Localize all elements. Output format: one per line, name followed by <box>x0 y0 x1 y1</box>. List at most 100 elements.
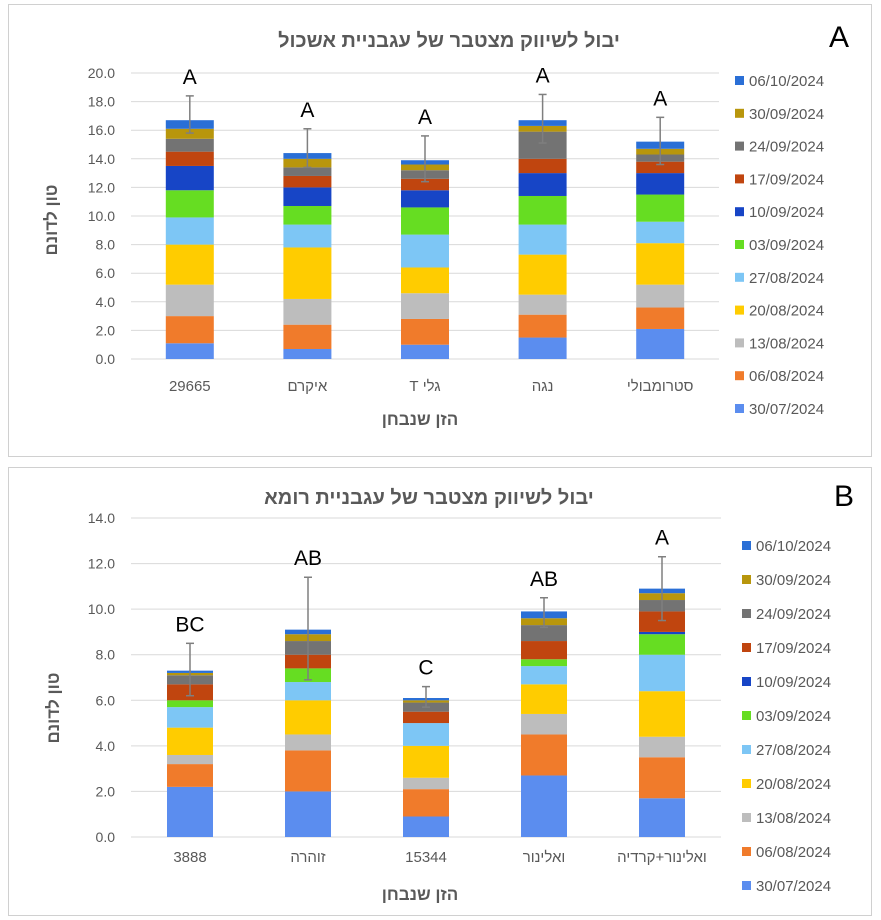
chart-a-legend-swatch <box>735 272 744 282</box>
chart-a-significance-label: A <box>183 66 197 89</box>
chart-a-category-label: 29665 <box>169 378 211 395</box>
chart-b-significance-label: BC <box>175 613 204 636</box>
chart-a-ytick-label: 18.0 <box>88 94 115 110</box>
chart-a-bar-segment <box>165 190 214 218</box>
chart-a-bar-segment <box>283 167 332 176</box>
chart-a-legend-swatch <box>735 174 744 184</box>
chart-b-category-label: 15344 <box>405 849 447 866</box>
chart-b-bar-segment <box>403 816 449 837</box>
chart-a-bar-segment <box>636 161 685 174</box>
chart-b-legend-swatch <box>742 643 751 652</box>
chart-a-bar-segment <box>283 205 332 225</box>
chart-a-significance-label: A <box>418 106 432 129</box>
chart-b-bar-segment <box>521 659 567 667</box>
chart-a-ytick-label: 20.0 <box>88 65 115 81</box>
chart-b-legend-swatch <box>742 847 751 856</box>
chart-a-significance-label: A <box>536 64 550 87</box>
chart-a-ytick-label: 4.0 <box>96 294 116 310</box>
chart-a-bar-segment <box>401 344 449 359</box>
chart-a-bar-segment <box>401 267 449 294</box>
chart-a-legend-swatch <box>735 141 744 151</box>
chart-a-bar-segment <box>165 244 214 285</box>
chart-b-legend-swatch <box>742 813 751 822</box>
chart-a-bar-segment <box>401 293 449 319</box>
chart-b-legend-label: 27/08/2024 <box>756 742 831 759</box>
chart-b-bar-segment <box>167 764 213 787</box>
chart-b-legend-swatch <box>742 745 751 754</box>
chart-b-legend-label: 30/09/2024 <box>756 572 831 589</box>
chart-a-bar-segment <box>283 298 332 325</box>
chart-a-legend-label: 30/09/2024 <box>749 106 824 123</box>
chart-a-ytick-label: 12.0 <box>88 179 115 195</box>
chart-a-legend-label: 30/07/2024 <box>749 401 824 418</box>
chart-a-bar-segment <box>283 175 332 188</box>
chart-a-bar-segment <box>518 195 567 225</box>
chart-b-bar-segment <box>521 713 567 735</box>
chart-b-bar-segment <box>403 777 449 790</box>
chart-a-bar-segment <box>518 224 567 255</box>
chart-b-bar-segment <box>285 750 331 792</box>
chart-a-bar-segment <box>518 314 567 338</box>
chart-a-legend-label: 27/08/2024 <box>749 270 824 287</box>
chart-a-bar-segment <box>636 173 685 195</box>
chart-b-bar-segment <box>167 700 213 708</box>
chart-b-legend-label: 13/08/2024 <box>756 810 831 827</box>
chart-a-plot: 0.0 2.0 4.0 6.0 8.0 10.0 12.0 14.0 16.0 18.0 20.0 A… <box>88 64 824 418</box>
chart-b-bar-segment <box>639 691 685 737</box>
chart-a-bar-segment <box>401 190 449 208</box>
chart-b-legend-swatch <box>742 881 751 890</box>
chart-a-category-label: נגה <box>532 378 554 395</box>
chart-a-bar-segment <box>401 207 449 235</box>
chart-b-significance-label: AB <box>530 568 558 591</box>
chart-b-title: יבול לשיווק מצטבר של עגבניית רומא <box>264 487 594 509</box>
chart-b-bar-segment <box>639 798 685 837</box>
chart-b-bar-segment <box>167 754 213 765</box>
chart-b-svg: יבול לשיווק מצטבר של עגבניית רומא B הזן … <box>44 480 854 904</box>
chart-b-bar-segment <box>521 625 567 642</box>
chart-a-bar-segment <box>636 284 685 308</box>
chart-a-bar-segment <box>401 234 449 268</box>
chart-b-bar-segment <box>403 711 449 724</box>
chart-a-legend-label: 06/08/2024 <box>749 368 824 385</box>
chart-a-bar-segment <box>283 187 332 206</box>
chart-b-ytick-label: 12.0 <box>88 556 115 572</box>
chart-a-ytick-label: 10.0 <box>88 208 115 224</box>
chart-a-bar-segment <box>636 221 685 244</box>
chart-a-significance-label: A <box>653 87 667 110</box>
chart-b-bar-segment <box>285 700 331 735</box>
chart-b-legend-swatch <box>742 575 751 584</box>
chart-b-legend-label: 17/09/2024 <box>756 640 831 657</box>
chart-b-category-label: זוהרה <box>290 849 325 866</box>
chart-a-title: יבול לשיווק מצטבר של עגבניית אשכול <box>278 30 620 52</box>
chart-a-bar-segment <box>165 316 214 344</box>
chart-a-legend-label: 24/09/2024 <box>749 139 824 156</box>
chart-b-bar-segment <box>521 775 567 837</box>
chart-b-bar-segment <box>521 641 567 660</box>
chart-b-bar-segment <box>639 654 685 692</box>
chart-b-ytick-label: 14.0 <box>88 510 115 526</box>
chart-a-bar-segment <box>283 348 332 359</box>
chart-b-ylabel: טון לדונם <box>44 673 63 744</box>
chart-a-bar-segment <box>401 178 449 191</box>
chart-b-bar-segment <box>167 786 213 837</box>
chart-b-category-label: ואלינור+קרדיה <box>617 849 707 866</box>
chart-a-ytick-label: 14.0 <box>88 151 115 167</box>
chart-b-ytick-label: 6.0 <box>96 692 116 708</box>
chart-a-bar-segment <box>165 284 214 317</box>
chart-b-bar-segment <box>167 727 213 755</box>
chart-a-legend-label: 13/08/2024 <box>749 335 824 352</box>
chart-panel-b: יבול לשיווק מצטבר של עגבניית רומא B הזן … <box>8 467 872 916</box>
chart-b-bar-segment <box>521 734 567 776</box>
chart-a-bar-segment <box>283 247 332 299</box>
chart-a-category-label: סטרומבולי <box>627 378 694 395</box>
chart-b-legend-label: 24/09/2024 <box>756 606 831 623</box>
chart-a-bar-segment <box>283 224 332 248</box>
chart-a-svg: יבול לשיווק מצטבר של עגבניית אשכול A הזן… <box>42 21 849 429</box>
chart-b-legend-label: 06/08/2024 <box>756 844 831 861</box>
chart-a-bar-segment <box>165 138 214 152</box>
chart-b-ytick-label: 4.0 <box>96 738 116 754</box>
chart-b-legend-label: 03/09/2024 <box>756 708 831 725</box>
chart-a-bar-segment <box>165 343 214 359</box>
chart-a-bar-segment <box>636 194 685 222</box>
chart-a-panel-letter: A <box>829 21 849 54</box>
